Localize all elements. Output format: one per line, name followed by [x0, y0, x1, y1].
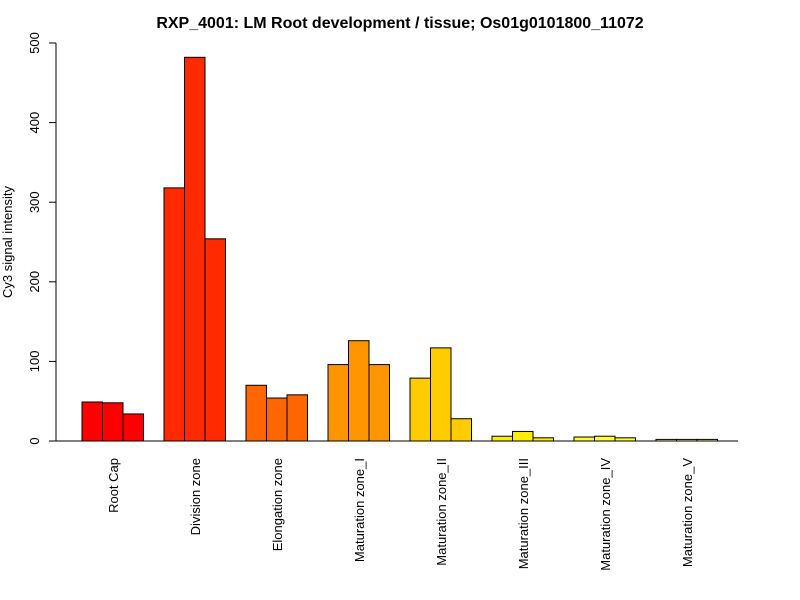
bar [676, 438, 698, 442]
bar [450, 418, 472, 442]
bar [102, 402, 124, 442]
bar [573, 436, 595, 442]
bar [594, 435, 616, 442]
y-tick-label: 100 [27, 351, 42, 373]
bar [122, 413, 144, 442]
bar-groups [81, 56, 718, 442]
y-axis-ticks: 0 100 200 300 400 500 [27, 32, 56, 445]
y-tick-label: 200 [27, 271, 42, 293]
bar [184, 56, 206, 442]
bar [245, 384, 267, 442]
bar [348, 340, 370, 442]
category-label: Maturation zone_II [434, 458, 449, 566]
bar [163, 187, 185, 442]
bar [409, 377, 431, 442]
y-tick-label: 500 [27, 32, 42, 54]
y-axis-label: Cy3 signal intensity [0, 186, 15, 298]
bar [368, 364, 390, 442]
bar [532, 437, 554, 442]
bar [696, 438, 718, 442]
category-label: Maturation zone_III [516, 458, 531, 569]
bar [512, 430, 534, 442]
category-label: Maturation zone_V [680, 458, 695, 567]
bar [491, 435, 513, 442]
category-labels: Root Cap Division zone Elongation zone Matu… [106, 458, 695, 571]
category-label: Maturation zone_IV [598, 458, 613, 571]
bar [327, 364, 349, 442]
chart-title: RXP_4001: LM Root development / tissue; … [156, 15, 643, 32]
category-label: Division zone [188, 458, 203, 535]
category-label: Root Cap [106, 458, 121, 513]
bar [81, 401, 103, 442]
category-label: Maturation zone_I [352, 458, 367, 562]
bar [655, 438, 677, 442]
bar [266, 397, 288, 442]
y-tick-label: 400 [27, 112, 42, 134]
bar [286, 394, 308, 442]
y-tick-label: 0 [27, 437, 42, 444]
bar [430, 347, 452, 442]
category-label: Elongation zone [270, 458, 285, 551]
bar [614, 437, 636, 442]
bar [204, 238, 226, 442]
y-tick-label: 300 [27, 191, 42, 213]
